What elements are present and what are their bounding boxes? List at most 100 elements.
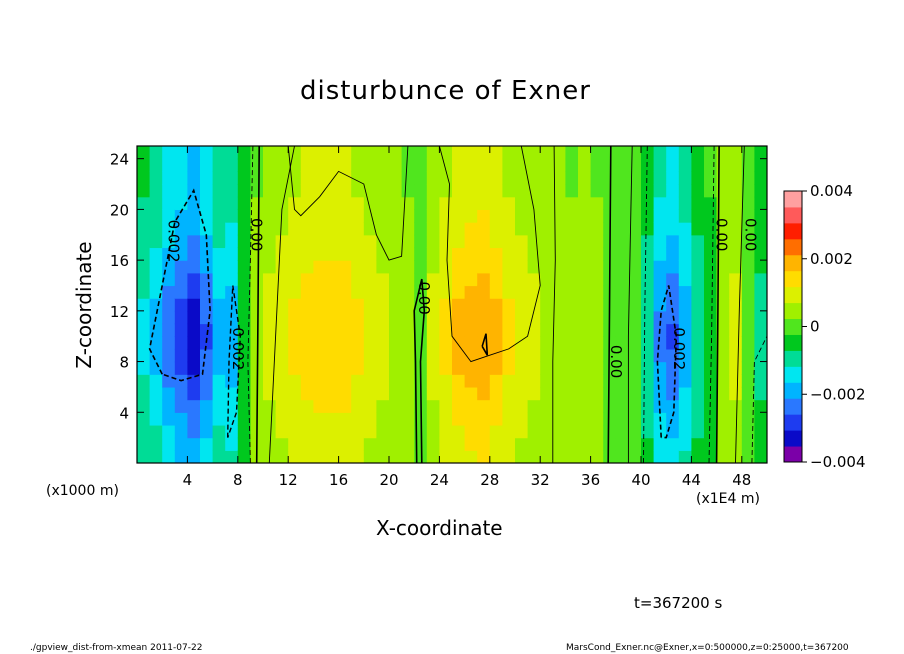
heatmap-cell xyxy=(187,348,201,363)
heatmap-cell xyxy=(452,196,466,210)
heatmap-cell xyxy=(489,298,503,312)
heatmap-cell xyxy=(603,374,617,388)
heatmap-cell xyxy=(666,298,680,312)
heatmap-cell xyxy=(527,437,541,451)
heatmap-cell xyxy=(426,196,440,210)
heatmap-cell xyxy=(590,412,604,426)
heatmap-cell xyxy=(174,348,188,363)
heatmap-cell xyxy=(464,361,478,375)
heatmap-cell xyxy=(565,437,579,451)
heatmap-cell xyxy=(326,222,340,236)
heatmap-cell xyxy=(275,234,289,249)
heatmap-cell xyxy=(741,323,755,337)
heatmap-cell xyxy=(263,424,277,439)
x-tick-label: 16 xyxy=(329,471,348,489)
heatmap-cell xyxy=(313,234,327,249)
heatmap-cell xyxy=(326,412,340,426)
heatmap-cell xyxy=(237,247,251,261)
heatmap-cell xyxy=(313,412,327,426)
heatmap-cell xyxy=(313,196,327,210)
heatmap-cell xyxy=(212,374,226,388)
heatmap-cell xyxy=(691,348,705,363)
heatmap-cell xyxy=(540,310,554,325)
heatmap-cell xyxy=(212,171,226,185)
heatmap-cell xyxy=(174,399,188,413)
heatmap-cell xyxy=(174,450,188,463)
heatmap-cell xyxy=(653,234,667,249)
heatmap-cell xyxy=(376,424,390,439)
heatmap-cell xyxy=(351,336,365,350)
heatmap-cell xyxy=(464,196,478,210)
heatmap-cell xyxy=(565,386,579,401)
heatmap-cell xyxy=(540,361,554,375)
heatmap-cell xyxy=(376,234,390,249)
heatmap-cell xyxy=(263,196,277,210)
heatmap-cell xyxy=(237,158,251,172)
heatmap-cell xyxy=(225,450,239,463)
heatmap-cell xyxy=(439,209,453,223)
heatmap-cell xyxy=(389,247,403,261)
heatmap-cell xyxy=(401,196,415,210)
heatmap-cell xyxy=(729,399,743,413)
heatmap-cell xyxy=(149,146,163,160)
colorbar-swatch xyxy=(784,191,802,208)
x-axis-unit-right: (x1E4 m) xyxy=(696,491,760,507)
heatmap-cell xyxy=(716,285,730,299)
heatmap-cell xyxy=(300,336,314,350)
heatmap-cell xyxy=(641,412,655,426)
heatmap-cell xyxy=(326,184,340,198)
heatmap-cell xyxy=(250,247,264,261)
heatmap-cell xyxy=(464,146,478,160)
heatmap-cell xyxy=(552,285,566,299)
heatmap-cell xyxy=(174,437,188,451)
heatmap-cell xyxy=(288,336,302,350)
heatmap-cell xyxy=(716,234,730,249)
heatmap-cell xyxy=(149,323,163,337)
heatmap-cell xyxy=(137,399,151,413)
heatmap-cell xyxy=(313,374,327,388)
heatmap-cell xyxy=(401,247,415,261)
heatmap-cell xyxy=(653,348,667,363)
heatmap-cell xyxy=(615,298,629,312)
heatmap-cell xyxy=(628,222,642,236)
heatmap-cell xyxy=(653,184,667,198)
heatmap-cell xyxy=(628,399,642,413)
heatmap-cell xyxy=(426,323,440,337)
heatmap-cell xyxy=(288,184,302,198)
heatmap-cell xyxy=(628,374,642,388)
heatmap-cell xyxy=(363,361,377,375)
heatmap-cell xyxy=(401,285,415,299)
heatmap-cell xyxy=(426,361,440,375)
heatmap-cell xyxy=(489,184,503,198)
heatmap-cell xyxy=(754,374,767,388)
heatmap-cell xyxy=(464,386,478,401)
heatmap-cell xyxy=(666,450,680,463)
colorbar-swatch xyxy=(784,366,802,383)
heatmap-cell xyxy=(641,374,655,388)
heatmap-cell xyxy=(452,209,466,223)
heatmap-cell xyxy=(590,285,604,299)
heatmap-cell xyxy=(653,450,667,463)
heatmap-cell xyxy=(426,158,440,172)
heatmap-cell xyxy=(338,285,352,299)
heatmap-cell xyxy=(641,184,655,198)
heatmap-cell xyxy=(363,412,377,426)
heatmap-cell xyxy=(275,412,289,426)
heatmap-cell xyxy=(754,412,767,426)
heatmap-cell xyxy=(439,196,453,210)
heatmap-cell xyxy=(527,412,541,426)
heatmap-cell xyxy=(590,399,604,413)
heatmap-cell xyxy=(452,386,466,401)
heatmap-cell xyxy=(527,450,541,463)
heatmap-cell xyxy=(313,146,327,160)
heatmap-cell xyxy=(741,361,755,375)
heatmap-cell xyxy=(426,260,440,274)
heatmap-cell xyxy=(628,209,642,223)
heatmap-cell xyxy=(729,196,743,210)
x-tick-label: 12 xyxy=(279,471,298,489)
heatmap-cell xyxy=(300,386,314,401)
heatmap-cell xyxy=(540,158,554,172)
heatmap-cell xyxy=(237,336,251,350)
heatmap-cell xyxy=(741,209,755,223)
x-tick-label: 4 xyxy=(183,471,193,489)
